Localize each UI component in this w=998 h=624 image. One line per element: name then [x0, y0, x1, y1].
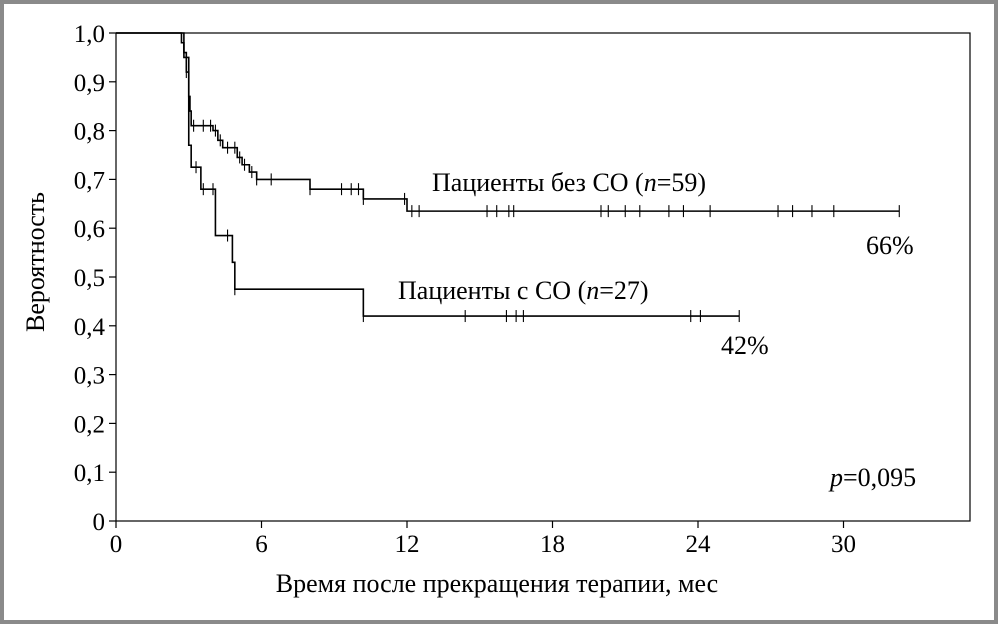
- x-tick-label: 24: [686, 531, 712, 558]
- y-tick-label: 1,0: [74, 21, 105, 48]
- x-tick-label: 6: [255, 531, 268, 558]
- survival-curves: [116, 32, 900, 323]
- survival-curve-series-2: [116, 32, 740, 317]
- series-label-suffix: =59): [657, 168, 706, 197]
- y-tick-label: 0,2: [74, 411, 105, 438]
- p-value-number: =0,095: [843, 463, 916, 492]
- series-label-suffix: =27): [599, 276, 648, 305]
- x-tick-label: 0: [110, 531, 123, 558]
- y-tick-label: 0,9: [74, 70, 105, 97]
- x-tick-label: 12: [395, 531, 420, 558]
- y-tick-label: 0: [93, 509, 106, 536]
- series-label-n: n: [644, 168, 657, 197]
- series-label-with-so: Пациенты с СО (n=27): [398, 276, 649, 305]
- p-value-symbol: p: [828, 463, 843, 492]
- x-axis-ticks: 0 6 12 18 24 30: [110, 521, 856, 558]
- y-tick-label: 0,5: [74, 265, 105, 292]
- end-percent-without-so: 66%: [866, 231, 914, 260]
- end-percent-with-so: 42%: [721, 331, 769, 360]
- series-label-without-so: Пациенты без СО (n=59): [432, 168, 706, 197]
- y-tick-label: 0,6: [74, 216, 105, 243]
- x-axis-label: Время после прекращения терапии, мес: [276, 569, 718, 598]
- p-value-label: p=0,095: [828, 463, 916, 492]
- y-tick-label: 0,7: [74, 167, 105, 194]
- y-tick-label: 0,1: [74, 460, 105, 487]
- x-tick-label: 18: [540, 531, 565, 558]
- series-label-n: n: [586, 276, 599, 305]
- y-tick-label: 0,4: [74, 314, 106, 341]
- series-label-prefix: Пациенты с СО (: [398, 276, 586, 305]
- y-tick-label: 0,8: [74, 119, 105, 146]
- y-axis-ticks: 0 0,1 0,2 0,3 0,4 0,5 0,6 0,7 0,8 0,9 1,0: [74, 21, 116, 536]
- y-axis-label: Вероятность: [21, 192, 50, 332]
- y-tick-label: 0,3: [74, 363, 105, 390]
- x-tick-label: 30: [831, 531, 856, 558]
- series-label-prefix: Пациенты без СО (: [432, 168, 644, 197]
